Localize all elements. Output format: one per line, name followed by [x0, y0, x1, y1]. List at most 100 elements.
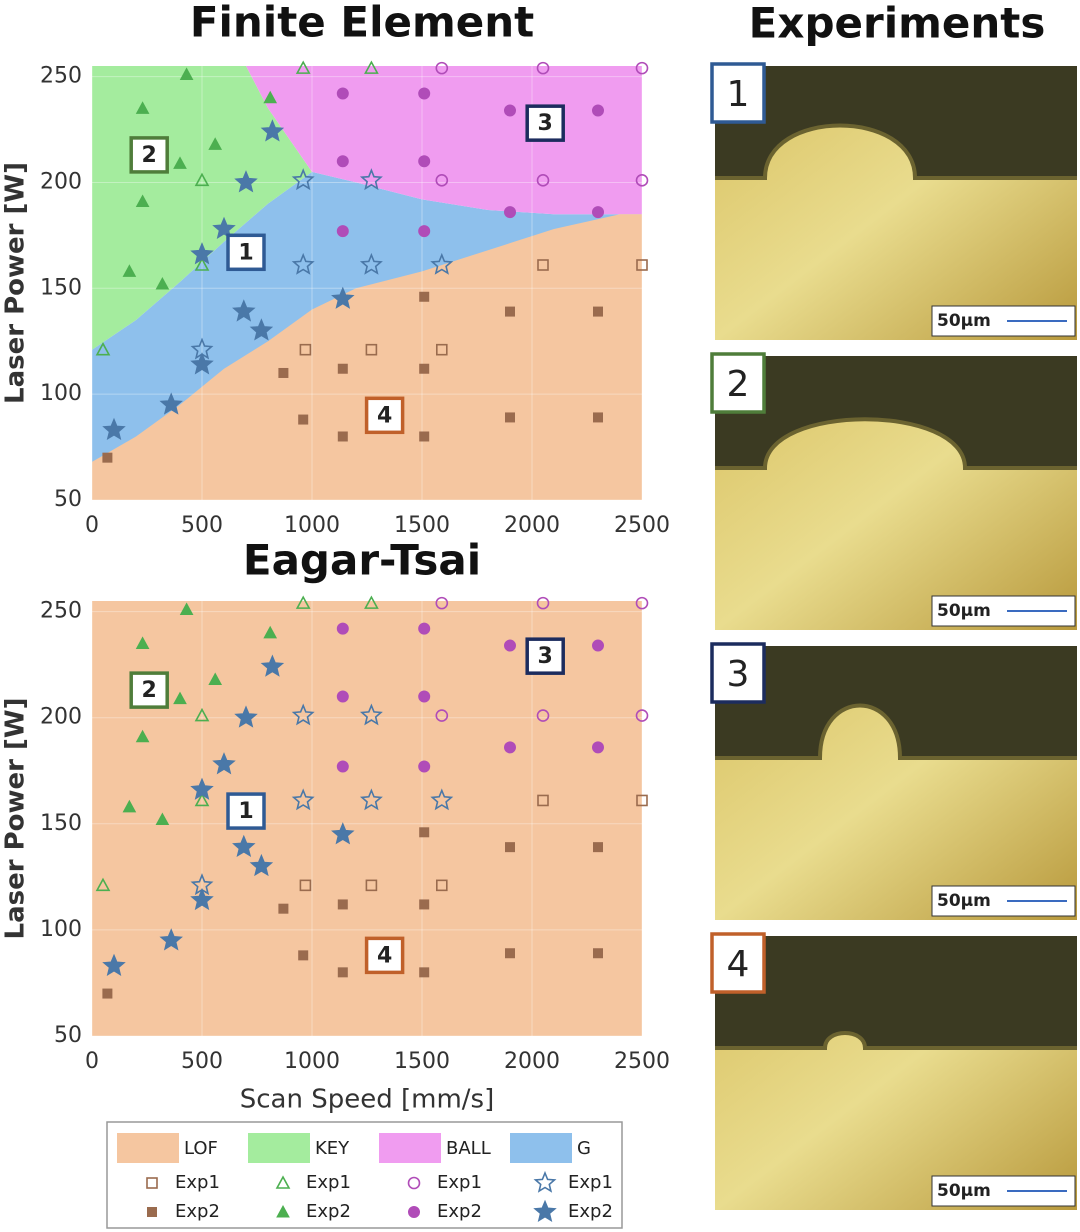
data-point	[337, 363, 348, 374]
annotation-box	[364, 396, 405, 435]
y-tick-label: 250	[40, 64, 82, 89]
data-point	[418, 87, 431, 100]
annotation-box	[129, 136, 169, 174]
x-tick-label: 2000	[504, 1049, 560, 1074]
panel-label-box	[710, 932, 766, 994]
data-point	[299, 343, 312, 356]
y-tick-label: 50	[54, 487, 82, 512]
panel-label: 2	[727, 364, 750, 405]
data-point	[359, 168, 383, 191]
x-tick-label: 0	[85, 513, 99, 538]
micrograph-mount	[715, 646, 1077, 758]
data-point	[298, 950, 309, 961]
region	[246, 66, 642, 215]
data-point	[418, 622, 431, 635]
legend-marker	[276, 1204, 290, 1218]
y-tick-label: 250	[40, 599, 82, 624]
y-tick-label: 100	[40, 381, 82, 406]
x-tick-label: 2500	[614, 1049, 670, 1074]
data-point	[435, 879, 448, 892]
x-tick-label: 1000	[284, 513, 340, 538]
panel-label-box	[710, 642, 766, 704]
annotation: 3	[538, 111, 553, 136]
data-point	[232, 299, 256, 322]
y-tick-label: 100	[40, 917, 82, 942]
legend-label: G	[577, 1138, 591, 1159]
data-point	[336, 690, 349, 703]
data-point	[418, 690, 431, 703]
data-point	[194, 792, 210, 807]
data-point	[419, 431, 430, 442]
annotation-box	[129, 671, 169, 709]
chart-title: Finite Element	[190, 0, 534, 47]
scale-box	[931, 885, 1076, 917]
x-tick-label: 1500	[394, 513, 450, 538]
data-point	[208, 137, 223, 150]
data-point	[179, 602, 194, 615]
annotation-box	[525, 104, 565, 142]
data-point	[336, 760, 349, 773]
y-tick-label: 50	[54, 1023, 82, 1048]
scale-label: 50μm	[937, 311, 991, 331]
x-tick-label: 1000	[284, 1049, 340, 1074]
data-point	[418, 155, 431, 168]
data-point	[337, 967, 348, 978]
data-point	[155, 277, 170, 290]
annotation: 4	[377, 403, 392, 428]
micrograph-edge	[715, 703, 1077, 760]
scale-box	[931, 1175, 1076, 1207]
data-point	[278, 367, 289, 378]
data-point	[260, 119, 285, 142]
data-point	[337, 431, 348, 442]
data-point	[122, 264, 137, 277]
data-point	[435, 61, 449, 75]
data-point	[179, 67, 194, 80]
data-point	[505, 306, 515, 317]
micrograph-edge	[715, 123, 1077, 180]
legend-marker	[533, 1170, 557, 1193]
data-point	[102, 988, 113, 999]
legend-label: Exp1	[568, 1172, 613, 1193]
data-point	[592, 741, 604, 754]
data-point	[536, 709, 550, 722]
legend-marker	[147, 1207, 157, 1217]
data-point	[504, 741, 516, 754]
legend-swatch	[117, 1133, 179, 1163]
data-point	[212, 752, 236, 775]
legend-swatch	[379, 1133, 441, 1163]
data-point	[336, 622, 349, 635]
region	[92, 601, 642, 1036]
data-point	[298, 414, 309, 425]
data-point	[419, 899, 430, 910]
data-point	[536, 596, 550, 610]
data-point	[249, 853, 274, 877]
data-point	[419, 291, 430, 302]
legend-marker	[407, 1176, 421, 1190]
data-point	[504, 639, 516, 652]
annotation: 1	[238, 240, 253, 265]
data-point	[190, 887, 214, 911]
legend-label: KEY	[315, 1138, 350, 1159]
data-point	[155, 812, 170, 826]
data-point	[190, 777, 214, 800]
data-point	[232, 834, 256, 858]
x-axis-label: Scan Speed [mm/s]	[240, 1085, 495, 1115]
data-point	[504, 206, 516, 219]
x-tick-label: 2500	[614, 513, 670, 538]
data-point	[505, 412, 515, 423]
micrograph-mount	[715, 356, 1077, 468]
data-point	[331, 286, 355, 309]
data-point	[505, 842, 515, 853]
panel-label-box	[710, 62, 766, 124]
data-point	[593, 306, 603, 317]
data-point	[537, 794, 549, 807]
data-point	[636, 794, 648, 807]
data-point	[635, 174, 649, 187]
y-tick-label: 150	[40, 275, 82, 300]
data-point	[365, 343, 378, 356]
panel-label: 1	[727, 74, 750, 115]
x-tick-label: 0	[85, 1049, 99, 1074]
data-point	[295, 595, 311, 609]
data-point	[537, 259, 549, 271]
